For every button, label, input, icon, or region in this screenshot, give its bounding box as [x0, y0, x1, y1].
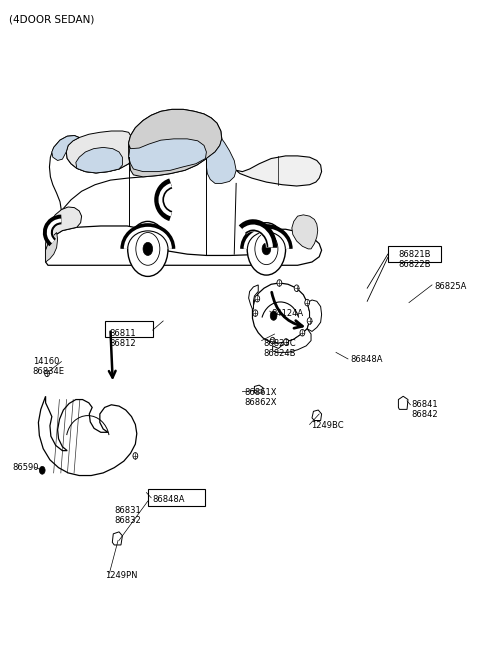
Polygon shape: [38, 396, 137, 476]
Polygon shape: [76, 147, 122, 173]
Polygon shape: [398, 396, 408, 409]
Text: 86590: 86590: [12, 463, 38, 472]
Circle shape: [247, 223, 286, 275]
Text: 86841
86842: 86841 86842: [412, 400, 438, 419]
Polygon shape: [52, 136, 79, 160]
Text: 14160
86834E: 14160 86834E: [33, 357, 65, 376]
Circle shape: [253, 310, 258, 316]
FancyArrowPatch shape: [272, 292, 302, 328]
Text: 86823C
86824B: 86823C 86824B: [263, 339, 296, 358]
Circle shape: [262, 243, 271, 255]
Polygon shape: [312, 410, 322, 421]
Text: 86821B
86822B: 86821B 86822B: [398, 250, 431, 269]
Circle shape: [39, 466, 45, 474]
Polygon shape: [129, 109, 222, 177]
Polygon shape: [66, 131, 133, 173]
Text: (4DOOR SEDAN): (4DOOR SEDAN): [9, 14, 94, 24]
Text: 1249PN: 1249PN: [105, 571, 137, 580]
Polygon shape: [236, 156, 322, 186]
Text: 86811
86812: 86811 86812: [109, 329, 136, 348]
Circle shape: [270, 337, 275, 344]
Polygon shape: [112, 532, 122, 545]
Text: 1249BC: 1249BC: [311, 421, 344, 430]
Text: 84124A: 84124A: [271, 309, 303, 318]
Polygon shape: [46, 233, 58, 262]
Circle shape: [307, 318, 312, 324]
Text: 86848A: 86848A: [350, 355, 383, 364]
Polygon shape: [206, 139, 236, 183]
Text: 86831
86832: 86831 86832: [114, 506, 141, 525]
Polygon shape: [292, 215, 318, 249]
Text: 86825A: 86825A: [434, 282, 467, 291]
Circle shape: [305, 299, 310, 306]
Circle shape: [294, 285, 299, 291]
Circle shape: [133, 453, 138, 459]
Polygon shape: [307, 300, 322, 331]
Circle shape: [255, 295, 260, 302]
Polygon shape: [46, 207, 82, 250]
Polygon shape: [49, 109, 222, 237]
Circle shape: [277, 280, 282, 286]
Text: 86861X
86862X: 86861X 86862X: [245, 388, 277, 407]
Circle shape: [143, 242, 153, 255]
Polygon shape: [129, 139, 206, 172]
Polygon shape: [46, 226, 322, 265]
Polygon shape: [254, 385, 263, 393]
Circle shape: [300, 329, 305, 336]
Polygon shape: [252, 283, 310, 343]
Polygon shape: [273, 329, 311, 352]
Polygon shape: [249, 285, 258, 309]
FancyArrowPatch shape: [109, 331, 116, 378]
Text: 86848A: 86848A: [153, 495, 185, 504]
Circle shape: [270, 311, 277, 320]
Circle shape: [284, 339, 288, 345]
Circle shape: [45, 370, 49, 377]
Circle shape: [128, 221, 168, 276]
